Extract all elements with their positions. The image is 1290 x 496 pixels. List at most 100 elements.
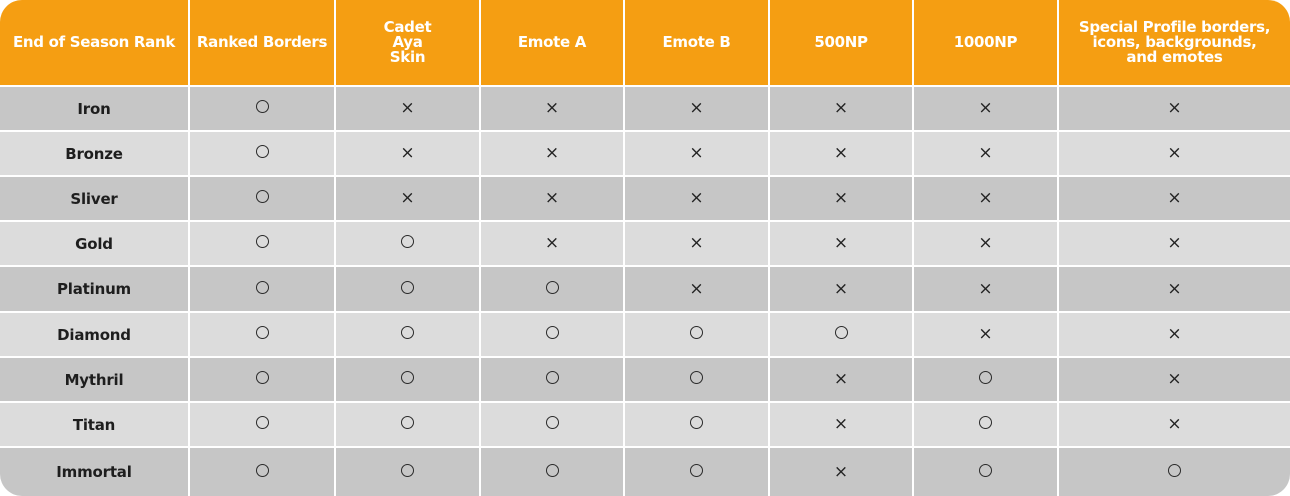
circle-icon [545,326,559,343]
rank-cell: Titan [0,403,188,446]
circle-icon [1168,463,1181,481]
rank-label: Mythril [64,370,124,389]
rank-label: Platinum [57,280,131,298]
reward-cell [625,403,768,446]
circle-icon [690,416,703,433]
cross-icon: × [689,278,704,299]
circle-icon [545,463,559,481]
reward-cell: × [1059,222,1290,265]
reward-cell: × [770,267,912,311]
reward-cell: × [914,132,1057,175]
reward-cell [336,358,479,401]
cross-icon: × [833,461,849,482]
cross-icon: × [544,188,560,208]
header-col-4: Emote B [625,0,768,85]
reward-cell [770,313,912,356]
cross-icon: × [1167,188,1182,208]
reward-cell: × [914,267,1057,311]
circle-icon [401,416,414,433]
header-col-1: Ranked Borders [190,0,334,85]
cross-icon: × [1167,143,1182,163]
reward-cell: × [336,132,479,175]
cross-icon: × [833,188,849,208]
reward-cell [481,313,623,356]
reward-cell: × [1059,87,1290,130]
reward-cell: × [625,267,768,311]
reward-cell: × [625,132,768,175]
reward-cell: × [770,132,912,175]
cross-icon: × [978,188,993,208]
cross-icon: × [1167,233,1182,253]
cross-icon: × [400,98,415,118]
reward-cell [1059,448,1290,496]
cross-icon: × [833,98,849,118]
reward-cell [914,358,1057,401]
reward-cell [190,267,334,311]
reward-cell: × [914,222,1057,265]
circle-icon [401,235,414,252]
reward-cell [336,313,479,356]
cross-icon: × [833,233,849,253]
cross-icon: × [978,278,993,299]
reward-cell: × [914,313,1057,356]
reward-cell [190,448,334,496]
header-col-6: 1000NP [914,0,1057,85]
circle-icon [979,463,992,481]
reward-cell [481,448,623,496]
circle-icon [690,326,703,343]
cross-icon: × [833,278,849,299]
circle-icon [690,371,703,388]
reward-cell [625,448,768,496]
cross-icon: × [978,98,993,118]
cross-icon: × [833,369,849,389]
cross-icon: × [689,233,704,253]
rank-cell: Bronze [0,132,188,175]
circle-icon [690,463,703,481]
reward-cell [336,403,479,446]
rank-cell: Immortal [0,448,188,496]
cross-icon: × [689,188,704,208]
cross-icon: × [978,233,993,253]
cross-icon: × [833,143,849,163]
reward-cell [914,403,1057,446]
header-rank: End of Season Rank [0,0,188,85]
rank-cell: Gold [0,222,188,265]
cross-icon: × [1167,98,1182,118]
reward-cell: × [1059,313,1290,356]
reward-cell [481,403,623,446]
cross-icon: × [689,143,704,163]
reward-cell: × [770,448,912,496]
reward-cell [914,448,1057,496]
rank-label: Diamond [57,325,131,344]
reward-cell: × [625,222,768,265]
cross-icon: × [400,143,415,163]
reward-cell: × [1059,403,1290,446]
cross-icon: × [1167,324,1182,344]
reward-cell [336,267,479,311]
rank-label: Bronze [65,144,123,163]
rank-cell: Mythril [0,358,188,401]
circle-icon [834,326,848,343]
reward-cell: × [1059,177,1290,220]
circle-icon [255,326,269,343]
cross-icon: × [978,324,993,344]
rank-label: Titan [72,415,116,434]
cross-icon: × [1167,369,1182,389]
cross-icon: × [544,98,560,118]
reward-cell [336,448,479,496]
circle-icon [255,371,269,388]
reward-cell [190,358,334,401]
rank-label: Immortal [56,463,132,481]
reward-cell [625,313,768,356]
rank-cell: Diamond [0,313,188,356]
header-col-3: Emote A [481,0,623,85]
rank-label: Sliver [70,189,118,208]
rank-cell: Iron [0,87,188,130]
cross-icon: × [544,233,560,253]
reward-cell [481,267,623,311]
header-col-7: Special Profile borders, icons, backgrou… [1059,0,1290,85]
reward-cell [190,313,334,356]
cross-icon: × [1167,278,1182,299]
reward-cell: × [481,87,623,130]
circle-icon [401,326,414,343]
